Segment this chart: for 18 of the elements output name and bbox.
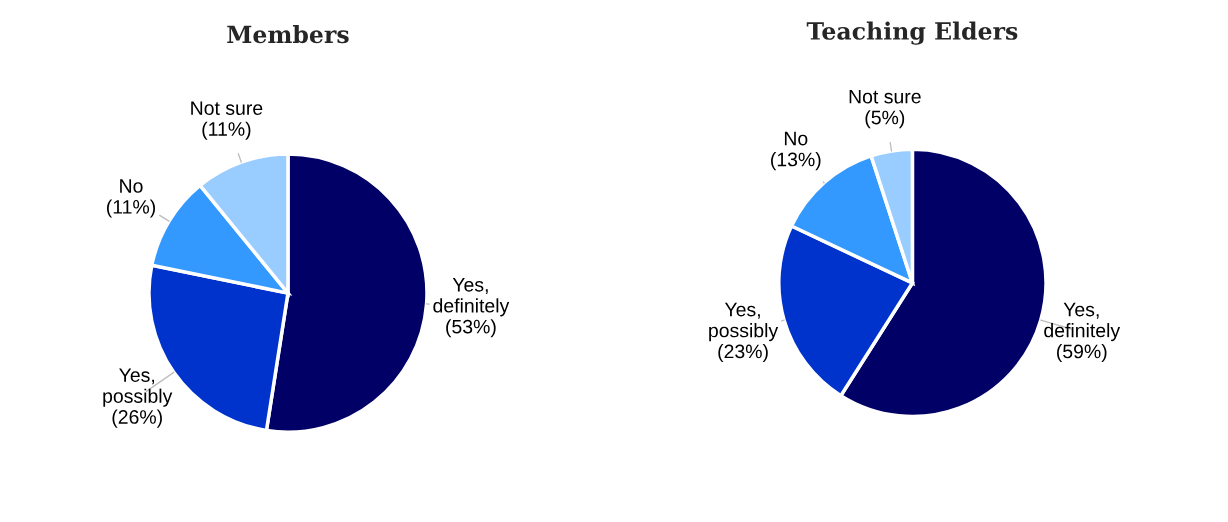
slice-label: Yes, definitely (1044, 302, 1121, 342)
slice-label: Not sure (849, 89, 921, 104)
data-label: (13%) (771, 152, 821, 171)
data-label: (5%) (865, 110, 905, 129)
slice-label: Yes, definitely (433, 278, 510, 317)
data-label: (11%) (106, 199, 155, 218)
data-label: (26%) (112, 409, 162, 428)
slice-label: No (784, 131, 808, 146)
data-label: (23%) (718, 344, 768, 363)
data-label: (59%) (1057, 344, 1107, 363)
slice-label: Yes, possibly (103, 368, 173, 407)
slice-label: No (120, 179, 143, 193)
data-label: (11%) (202, 121, 251, 140)
slice-label: Not sure (191, 101, 263, 115)
chart-title: Teaching Elders (806, 21, 1018, 45)
slice-label: Yes, possibly (709, 302, 779, 342)
data-label: (53%) (446, 319, 496, 338)
chart-title: Members (227, 25, 349, 44)
